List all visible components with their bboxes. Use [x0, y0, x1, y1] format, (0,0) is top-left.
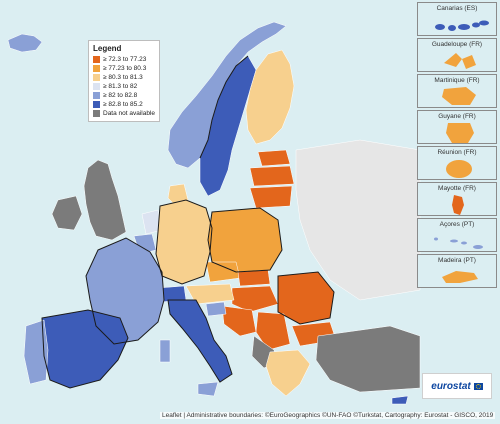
iceland-region[interactable]: [7, 33, 43, 53]
ireland-region[interactable]: [51, 195, 83, 231]
turkey-region[interactable]: [315, 325, 421, 393]
inset-guadeloupe[interactable]: Guadeloupe (FR): [417, 38, 497, 72]
inset-madeira-shape: [442, 271, 478, 283]
legend-item: ≥ 72.3 to 77.23: [93, 55, 155, 64]
slovenia-region[interactable]: [205, 301, 227, 317]
legend-swatch: [93, 74, 100, 81]
map-legend: Legend ≥ 72.3 to 77.23 ≥ 77.23 to 80.3 ≥ 8…: [88, 40, 160, 122]
legend-swatch: [93, 65, 100, 72]
inset-acores[interactable]: Açores (PT): [417, 218, 497, 252]
legend-item: ≥ 81.3 to 82: [93, 82, 155, 91]
legend-item: ≥ 82 to 82.8: [93, 91, 155, 100]
inset-martinique-shape: [442, 87, 476, 105]
legend-item: ≥ 77.23 to 80.3: [93, 64, 155, 73]
inset-mayotte[interactable]: Mayotte (FR): [417, 182, 497, 216]
legend-rows: ≥ 72.3 to 77.23 ≥ 77.23 to 80.3 ≥ 80.3 to …: [93, 55, 155, 118]
inset-reunion[interactable]: Réunion (FR): [417, 146, 497, 180]
inset-title: Guyane (FR): [438, 113, 476, 120]
hungary-region[interactable]: [231, 285, 279, 313]
legend-title: Legend: [93, 44, 122, 53]
legend-swatch: [93, 110, 100, 117]
inset-title: Réunion (FR): [437, 149, 477, 156]
map-attribution[interactable]: Leaflet | Administrative boundaries: ©Eu…: [160, 412, 496, 419]
cyprus-region[interactable]: [391, 395, 409, 405]
logo-text: eurostat: [431, 380, 471, 392]
inset-title: Martinique (FR): [434, 77, 480, 84]
legend-label: ≥ 82 to 82.8: [103, 92, 138, 99]
legend-label: ≥ 81.3 to 82: [103, 83, 138, 90]
lithuania-region[interactable]: [249, 185, 293, 209]
eu-flag-icon: [473, 382, 483, 390]
serbia-region[interactable]: [255, 311, 291, 351]
legend-label: ≥ 72.3 to 77.23: [103, 56, 147, 63]
portugal-region[interactable]: [23, 319, 49, 385]
greece-region[interactable]: [265, 349, 311, 397]
inset-reunion-shape: [446, 160, 472, 178]
inset-title: Mayotte (FR): [438, 185, 476, 192]
croatia-region[interactable]: [221, 305, 257, 337]
latvia-region[interactable]: [249, 165, 295, 187]
legend-swatch: [93, 101, 100, 108]
legend-swatch: [93, 83, 100, 90]
inset-canarias[interactable]: Canarias (ES): [417, 2, 497, 36]
slovakia-region[interactable]: [237, 269, 271, 287]
legend-swatch: [93, 56, 100, 63]
legend-label: ≥ 77.23 to 80.3: [103, 65, 147, 72]
eurostat-logo: eurostat: [422, 373, 492, 399]
inset-title: Canarias (ES): [436, 5, 478, 12]
inset-canarias-shape: [435, 20, 489, 31]
estonia-region[interactable]: [257, 149, 291, 167]
inset-title: Guadeloupe (FR): [431, 41, 483, 48]
inset-mayotte-shape: [452, 195, 464, 215]
inset-title: Madeira (PT): [438, 257, 476, 264]
legend-item: Data not available: [93, 109, 155, 118]
sardinia-region[interactable]: [159, 339, 171, 363]
finland-region[interactable]: [245, 49, 295, 145]
eastern-land: [295, 139, 421, 301]
legend-label: ≥ 80.3 to 81.3: [103, 74, 143, 81]
inset-martinique[interactable]: Martinique (FR): [417, 74, 497, 108]
legend-item: ≥ 80.3 to 81.3: [93, 73, 155, 82]
inset-guadeloupe-shape: [444, 53, 476, 69]
inset-guyane-shape: [446, 123, 474, 143]
legend-label: Data not available: [103, 110, 156, 117]
inset-guyane[interactable]: Guyane (FR): [417, 110, 497, 144]
legend-swatch: [93, 92, 100, 99]
austria-region[interactable]: [185, 283, 235, 305]
uk-region[interactable]: [83, 159, 127, 241]
legend-label: ≥ 82.8 to 85.2: [103, 101, 143, 108]
germany-region[interactable]: [155, 199, 213, 285]
legend-item: ≥ 82.8 to 85.2: [93, 100, 155, 109]
inset-madeira[interactable]: Madeira (PT): [417, 254, 497, 288]
inset-acores-shape: [434, 237, 483, 249]
inset-title: Açores (PT): [439, 221, 475, 228]
sicily-region[interactable]: [197, 381, 219, 397]
